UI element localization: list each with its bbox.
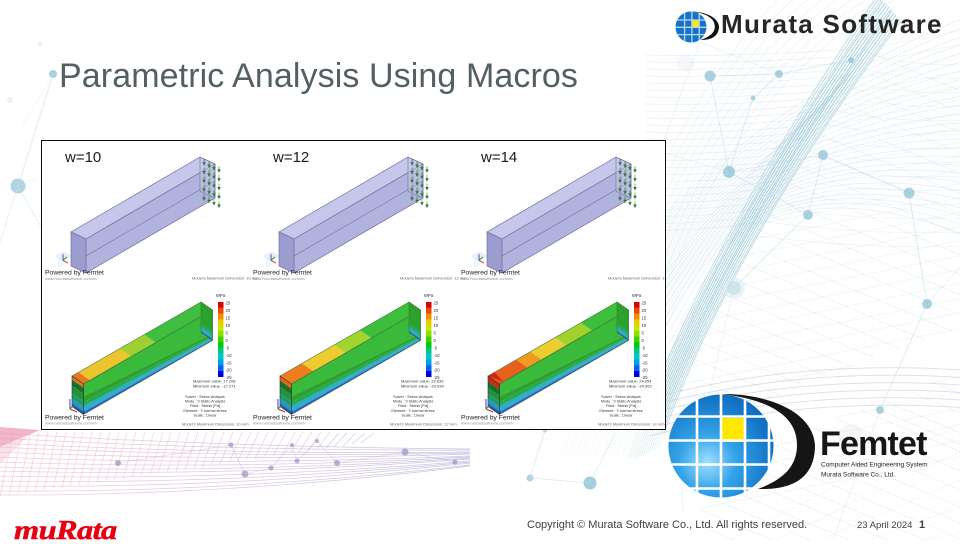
svg-text:Scale : Linear: Scale : Linear: [193, 413, 217, 417]
svg-text:-10: -10: [434, 353, 441, 358]
svg-text:Murata Software Co., Ltd.: Murata Software Co., Ltd.: [821, 472, 895, 479]
svg-text:Computer Aided Engineering Sys: Computer Aided Engineering System: [821, 462, 928, 469]
svg-text:15: 15: [434, 315, 439, 320]
svg-text:Powered by Femtet: Powered by Femtet: [45, 270, 104, 277]
svg-text:MPa: MPa: [216, 293, 226, 298]
svg-text:Solver : Stress Analysis: Solver : Stress Analysis: [601, 395, 641, 399]
svg-text:Element : Y normal stress: Element : Y normal stress: [391, 409, 434, 413]
svg-text:www.muratasoftware.com/en/: www.muratasoftware.com/en/: [45, 421, 98, 426]
svg-text:-15: -15: [642, 360, 649, 365]
svg-text:10: 10: [226, 323, 231, 328]
svg-text:-15: -15: [226, 360, 233, 365]
svg-text:15: 15: [642, 315, 647, 320]
svg-text:Scale : Linear: Scale : Linear: [609, 413, 633, 417]
svg-text:www.muratasoftware.com/en/: www.muratasoftware.com/en/: [461, 421, 514, 426]
svg-text:muRata: muRata: [14, 518, 117, 544]
svg-text:Maximum value: 23.639: Maximum value: 23.639: [401, 379, 444, 384]
svg-text:w=12: w=12: [272, 149, 309, 166]
svg-text:Powered by Femtet: Powered by Femtet: [253, 270, 312, 277]
svg-text:Mode : 0 Static Analysis: Mode : 0 Static Analysis: [185, 400, 225, 404]
svg-text:-5: -5: [434, 345, 438, 350]
svg-text:-5: -5: [226, 345, 230, 350]
svg-text:0: 0: [642, 338, 645, 343]
svg-text:w=14: w=14: [480, 149, 517, 166]
svg-text:Maximum value: 17.208: Maximum value: 17.208: [193, 379, 236, 384]
svg-text:20: 20: [434, 308, 439, 313]
svg-text:Powered by Femtet: Powered by Femtet: [45, 415, 104, 422]
svg-text:-5: -5: [642, 345, 646, 350]
svg-text:10: 10: [434, 323, 439, 328]
svg-text:0: 0: [226, 338, 229, 343]
svg-text:Element : Y normal stress: Element : Y normal stress: [183, 409, 226, 413]
svg-text:5: 5: [226, 330, 229, 335]
svg-text:www.muratasoftware.com/en/: www.muratasoftware.com/en/: [253, 421, 306, 426]
svg-text:10: 10: [642, 323, 647, 328]
svg-text:0: 0: [434, 338, 437, 343]
svg-text:Model's Maximum Dimension: 10: Model's Maximum Dimension: 10 mm: [192, 276, 259, 281]
svg-text:Field : Stress [Pa]: Field : Stress [Pa]: [606, 404, 636, 408]
svg-text:5: 5: [642, 330, 645, 335]
svg-text:25: 25: [434, 301, 439, 306]
svg-text:-20: -20: [226, 368, 233, 373]
svg-text:Model's Maximum Dimension: 14: Model's Maximum Dimension: 14 mm: [608, 276, 665, 281]
svg-text:-10: -10: [642, 353, 649, 358]
svg-text:-25: -25: [226, 375, 233, 380]
svg-text:-25: -25: [434, 375, 441, 380]
svg-text:-20: -20: [434, 368, 441, 373]
svg-text:-20: -20: [642, 368, 649, 373]
svg-text:25: 25: [226, 301, 231, 306]
svg-text:Solver : Stress Analysis: Solver : Stress Analysis: [185, 395, 225, 399]
svg-text:MPa: MPa: [632, 293, 642, 298]
svg-text:Model's Maximum Dimension: 14: Model's Maximum Dimension: 14 mm: [598, 422, 665, 427]
svg-text:w=10: w=10: [64, 149, 101, 166]
svg-text:Powered by Femtet: Powered by Femtet: [461, 270, 520, 277]
svg-text:Minimum value: -23.639: Minimum value: -23.639: [401, 384, 444, 389]
svg-text:Mode : 0 Static Analysis: Mode : 0 Static Analysis: [601, 400, 641, 404]
svg-text:Maximum value: 24.954: Maximum value: 24.954: [609, 379, 652, 384]
svg-text:Minimum value: -24.952: Minimum value: -24.952: [609, 384, 652, 389]
svg-text:Model's Maximum Dimension: 10: Model's Maximum Dimension: 10 mm: [182, 422, 249, 427]
svg-text:Model's Maximum Dimension: 12: Model's Maximum Dimension: 12 mm: [390, 422, 457, 427]
svg-text:Femtet: Femtet: [820, 425, 927, 463]
svg-text:25: 25: [642, 301, 647, 306]
svg-text:Powered by Femtet: Powered by Femtet: [461, 415, 520, 422]
svg-text:Powered by Femtet: Powered by Femtet: [253, 415, 312, 422]
svg-text:www.muratasoftware.com/en/: www.muratasoftware.com/en/: [461, 276, 514, 281]
svg-text:Field : Stress [Pa]: Field : Stress [Pa]: [190, 404, 220, 408]
svg-text:Minimum value: -17.271: Minimum value: -17.271: [193, 384, 236, 389]
svg-text:www.muratasoftware.com/en/: www.muratasoftware.com/en/: [253, 276, 306, 281]
svg-text:Mode : 0 Static Analysis: Mode : 0 Static Analysis: [393, 400, 433, 404]
svg-text:Model's Maximum Dimension: 12: Model's Maximum Dimension: 12 mm: [400, 276, 467, 281]
svg-text:-10: -10: [226, 353, 233, 358]
svg-text:MPa: MPa: [424, 293, 434, 298]
svg-text:5: 5: [434, 330, 437, 335]
svg-text:Scale : Linear: Scale : Linear: [401, 413, 425, 417]
svg-text:Solver : Stress Analysis: Solver : Stress Analysis: [393, 395, 433, 399]
svg-text:Element : Y normal stress: Element : Y normal stress: [599, 409, 642, 413]
svg-text:Field : Stress [Pa]: Field : Stress [Pa]: [398, 404, 428, 408]
svg-text:15: 15: [226, 315, 231, 320]
svg-text:20: 20: [226, 308, 231, 313]
svg-text:20: 20: [642, 308, 647, 313]
svg-text:www.muratasoftware.com/en/: www.muratasoftware.com/en/: [45, 276, 98, 281]
svg-text:-25: -25: [642, 375, 649, 380]
svg-text:-15: -15: [434, 360, 441, 365]
